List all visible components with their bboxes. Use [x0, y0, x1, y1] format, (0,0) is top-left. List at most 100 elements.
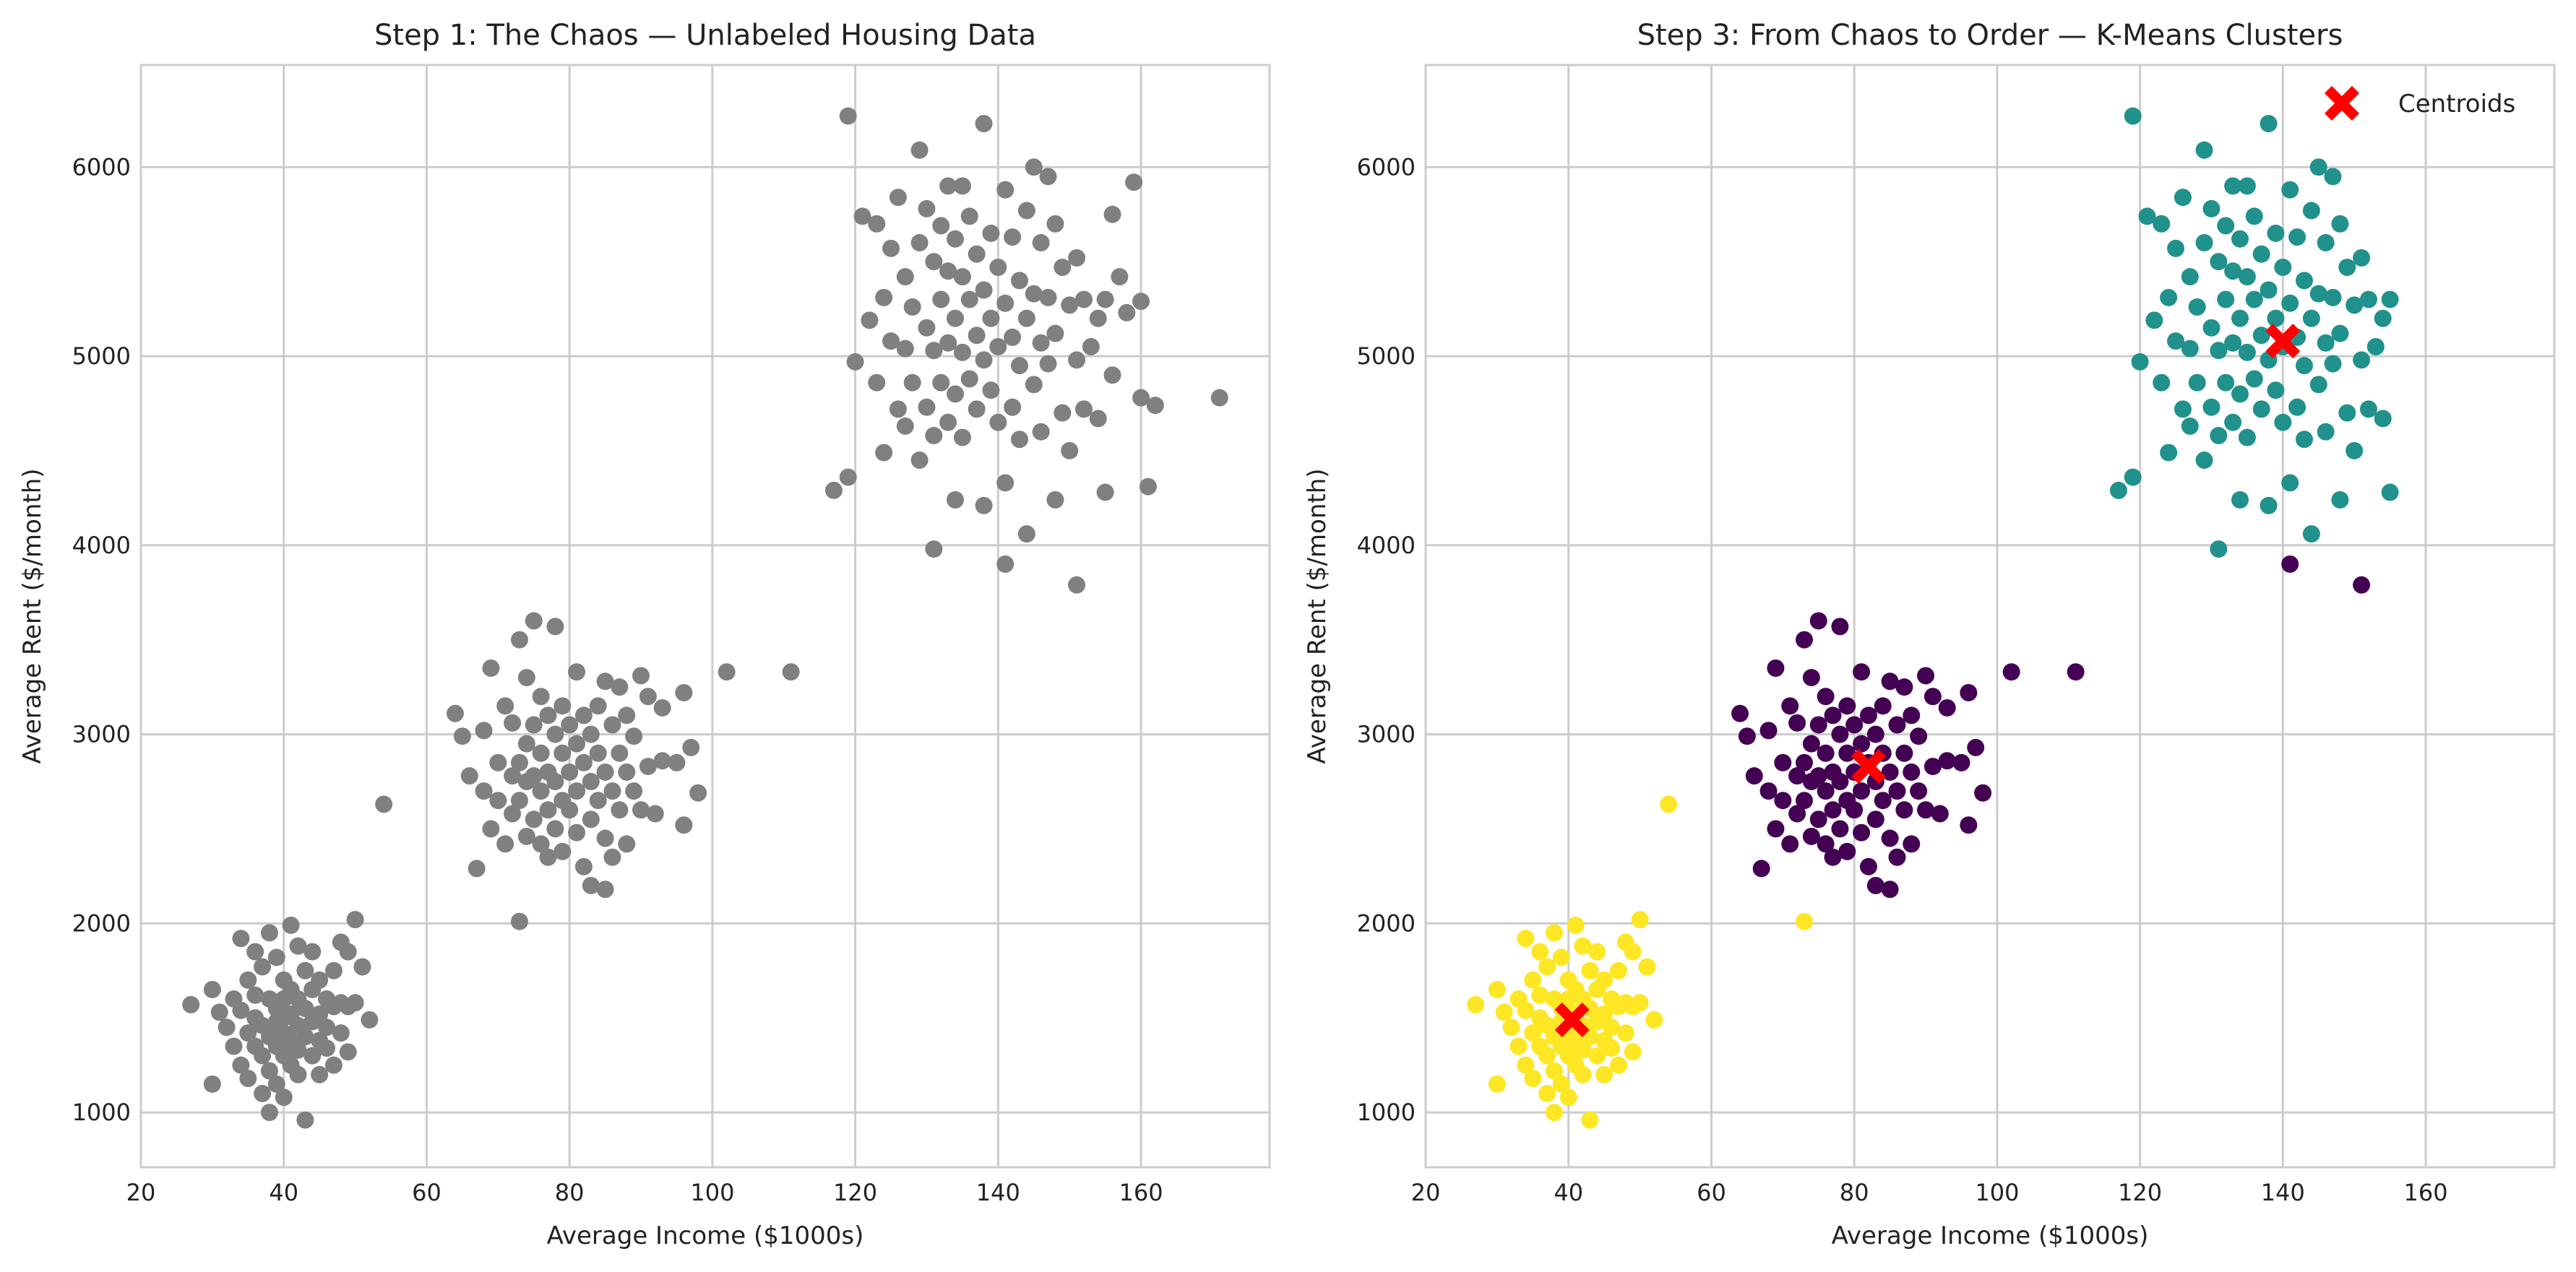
cluster-point: [1974, 784, 1992, 802]
x-axis-label: Average Income ($1000s): [1832, 1221, 2149, 1250]
data-point: [960, 370, 978, 388]
data-point: [975, 351, 993, 369]
data-point: [1089, 309, 1107, 327]
data-point: [289, 937, 307, 955]
cluster-point: [2317, 334, 2335, 352]
data-point: [947, 491, 965, 509]
data-point: [182, 995, 200, 1013]
data-point: [482, 659, 500, 677]
cluster-point: [2217, 290, 2235, 308]
cluster-point: [1881, 829, 1899, 847]
cluster-point: [2124, 468, 2142, 486]
y-tick-label: 3000: [72, 721, 131, 748]
data-point: [1010, 357, 1028, 375]
data-point: [632, 801, 650, 819]
data-point: [939, 334, 957, 352]
cluster-point: [2267, 381, 2285, 399]
cluster-point: [1903, 706, 1921, 724]
cluster-point: [1609, 1056, 1627, 1074]
cluster-point: [1552, 948, 1570, 966]
data-point: [939, 413, 957, 431]
cluster-point: [2302, 309, 2320, 327]
data-point: [311, 971, 329, 989]
cluster-point: [1866, 876, 1884, 894]
data-point: [468, 860, 486, 878]
data-point: [589, 792, 607, 810]
data-point: [1118, 303, 1136, 321]
data-point: [496, 835, 514, 853]
cluster-point: [1645, 1011, 1663, 1029]
cluster-point: [1859, 706, 1877, 724]
x-tick-label: 80: [555, 1179, 585, 1206]
data-point: [996, 555, 1015, 574]
data-point: [553, 842, 572, 860]
data-point: [1089, 410, 1107, 428]
data-point: [311, 1065, 329, 1083]
data-point: [1017, 202, 1035, 220]
cluster-point: [2153, 373, 2171, 391]
data-point: [596, 881, 614, 899]
data-point: [546, 725, 564, 743]
data-point: [1032, 423, 1050, 441]
data-point: [596, 763, 614, 781]
cluster-point: [1917, 801, 1935, 819]
cluster-point: [1767, 659, 1785, 677]
data-point: [910, 451, 929, 470]
data-point: [1074, 400, 1093, 418]
data-point: [1054, 404, 1072, 422]
data-point: [532, 744, 550, 762]
data-point: [489, 792, 507, 810]
data-point: [296, 1000, 314, 1018]
cluster-point: [2324, 168, 2342, 186]
data-point: [603, 848, 621, 866]
cluster-point: [2353, 576, 2371, 594]
data-point: [1061, 296, 1079, 314]
cluster-point: [1767, 820, 1785, 838]
cluster-point: [2231, 230, 2249, 248]
data-point: [568, 782, 586, 800]
legend: Centroids: [2325, 86, 2515, 121]
data-point: [1025, 285, 1043, 303]
data-point: [646, 805, 664, 823]
data-point: [596, 829, 614, 847]
data-point: [1017, 309, 1035, 327]
y-tick-label: 6000: [1357, 153, 1416, 181]
data-point: [675, 684, 693, 702]
cluster-point: [2345, 441, 2364, 459]
data-point: [853, 207, 871, 225]
data-point: [296, 1028, 314, 1046]
cluster-point: [1838, 697, 1856, 715]
cluster-point: [2338, 259, 2356, 277]
data-point: [968, 400, 986, 418]
y-tick-label: 5000: [1357, 342, 1416, 370]
data-point: [210, 1003, 228, 1021]
data-point: [675, 816, 693, 834]
cluster-point: [1895, 744, 1913, 762]
cluster-point: [2381, 483, 2399, 501]
legend-centroid-marker: [2325, 86, 2359, 121]
x-tick-label: 160: [1119, 1179, 1163, 1206]
cluster-point: [2338, 404, 2356, 422]
y-tick-label: 2000: [1357, 909, 1416, 937]
chart-panel-unlabeled: Step 1: The Chaos — Unlabeled Housing Da…: [18, 19, 1271, 1250]
cluster-point: [1866, 810, 1884, 828]
data-point: [582, 876, 600, 894]
cluster-point: [2281, 474, 2299, 492]
cluster-point: [2353, 248, 2371, 267]
data-point: [510, 753, 528, 771]
data-point: [460, 767, 478, 785]
cluster-point: [1853, 735, 1871, 753]
cluster-point: [1488, 1075, 1506, 1093]
cluster-point: [1595, 971, 1614, 989]
data-point: [525, 767, 543, 785]
cluster-point: [1574, 1041, 1592, 1059]
data-point: [1046, 491, 1064, 509]
centroid-marker: [1851, 749, 1886, 784]
data-point: [932, 290, 950, 308]
cluster-point: [2302, 202, 2320, 220]
data-point: [896, 339, 914, 358]
cluster-point: [2109, 481, 2127, 499]
cluster-point: [2295, 431, 2313, 449]
data-point: [568, 663, 586, 681]
data-point: [303, 1047, 322, 1065]
